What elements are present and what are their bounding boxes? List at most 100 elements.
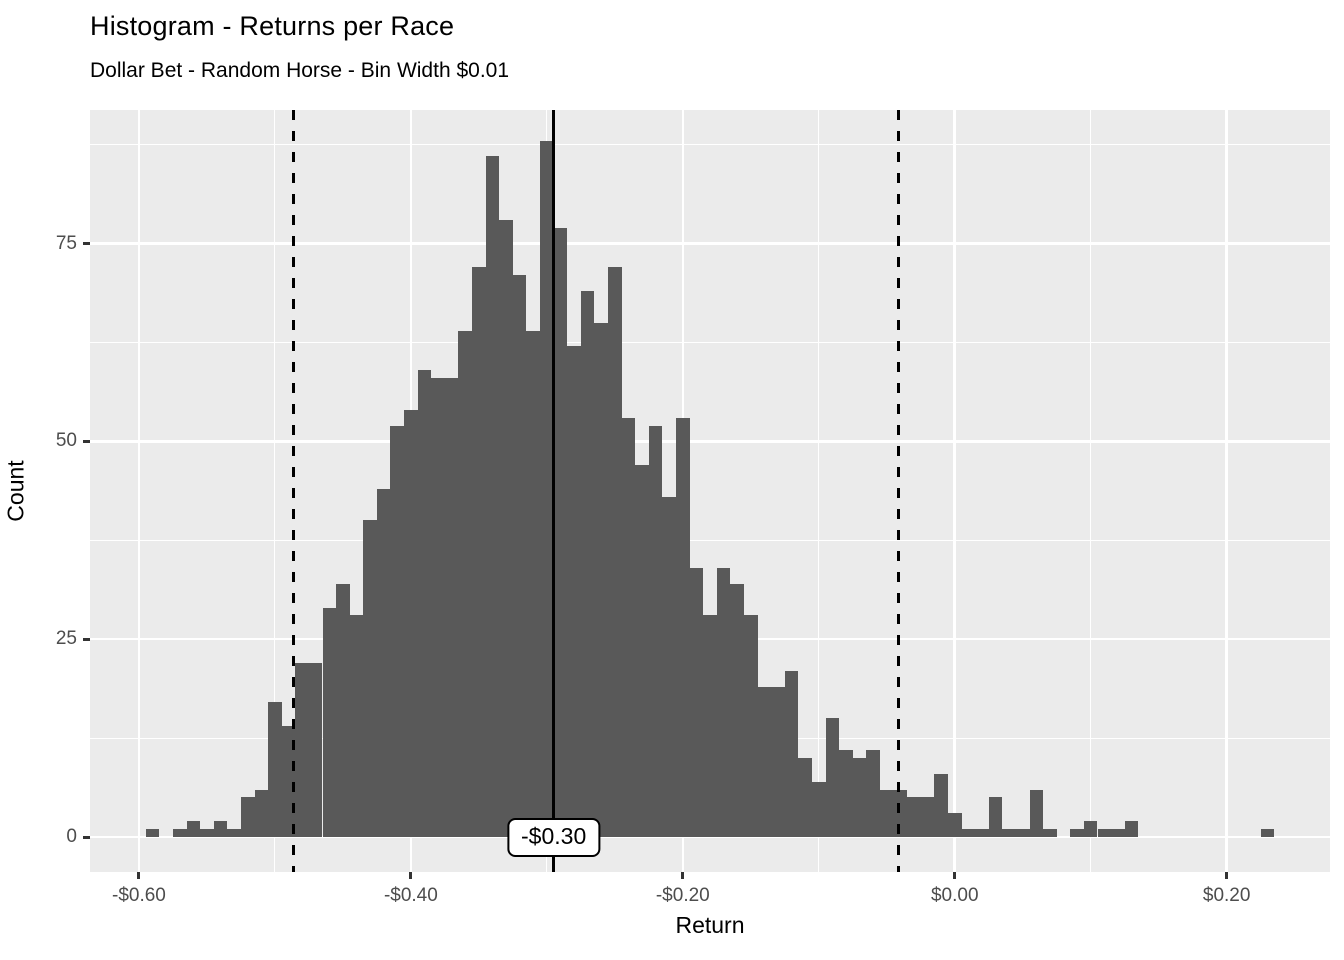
- mean-line: [552, 110, 556, 872]
- quantile-line: [292, 110, 296, 872]
- y-tick-label: 25: [55, 628, 77, 650]
- y-gridline-minor: [90, 143, 1330, 146]
- histogram-bar: [730, 583, 744, 838]
- histogram-bar: [444, 378, 459, 838]
- histogram-bar: [1260, 829, 1275, 837]
- histogram-bar: [363, 520, 377, 837]
- histogram-bar: [567, 346, 581, 838]
- x-gridline-minor: [818, 110, 820, 872]
- histogram-bar: [254, 789, 269, 837]
- histogram-bar: [689, 567, 704, 837]
- histogram-bar: [1029, 789, 1044, 837]
- y-tick-label: 75: [55, 232, 77, 254]
- histogram-bar: [798, 757, 812, 837]
- x-tick-label: $0.00: [930, 885, 979, 906]
- histogram-bar: [540, 140, 554, 838]
- histogram-bar: [961, 829, 976, 837]
- x-gridline-major: [953, 110, 956, 872]
- y-tick-label: 50: [55, 430, 77, 452]
- x-tick-label: -$0.20: [655, 885, 710, 906]
- histogram-bar: [268, 702, 282, 837]
- mean-value-label: -$0.30: [507, 818, 601, 857]
- histogram-bar: [145, 829, 160, 837]
- x-gridline-major: [137, 110, 141, 872]
- y-gridline-major: [90, 835, 1330, 839]
- histogram-bar: [200, 829, 214, 837]
- y-gridline-major: [90, 440, 1330, 443]
- histogram-bar: [404, 409, 418, 838]
- histogram-bar: [458, 330, 473, 838]
- x-gridline-minor: [1090, 110, 1092, 872]
- histogram-bar: [417, 370, 432, 837]
- histogram-bar: [947, 813, 962, 837]
- histogram-bar: [594, 322, 609, 837]
- chart-title: Histogram - Returns per Race: [90, 11, 455, 41]
- histogram-bar: [281, 726, 296, 837]
- histogram-bar: [227, 829, 241, 837]
- histogram-bar: [580, 290, 595, 837]
- x-axis-title: Return: [675, 912, 745, 938]
- histogram-bar: [662, 496, 676, 838]
- histogram-bar: [1097, 829, 1112, 837]
- histogram-bar: [907, 797, 921, 838]
- histogram-bar: [811, 781, 826, 838]
- histogram-bar: [866, 749, 880, 838]
- histogram-bar: [1124, 821, 1139, 837]
- histogram-bar: [757, 686, 772, 837]
- histogram-bar: [376, 488, 391, 837]
- histogram-bar: [920, 797, 935, 838]
- x-gridline-major: [1225, 110, 1228, 872]
- quantile-line: [897, 110, 901, 872]
- histogram-bar: [879, 789, 894, 837]
- histogram-bar: [988, 797, 1003, 838]
- histogram-bar: [499, 219, 513, 837]
- y-gridline-major: [90, 242, 1330, 245]
- histogram-bar: [485, 156, 500, 837]
- x-tick-label: -$0.60: [112, 885, 166, 906]
- histogram-bar: [336, 583, 350, 838]
- chart-subtitle: Dollar Bet - Random Horse - Bin Width $0…: [90, 59, 510, 82]
- x-axis-tick: [953, 872, 957, 879]
- histogram-bar: [716, 567, 731, 837]
- histogram-bar: [784, 670, 799, 837]
- histogram-bar: [839, 749, 853, 838]
- histogram-bar: [172, 829, 187, 837]
- histogram-bar: [1070, 829, 1084, 837]
- histogram-bar: [308, 662, 323, 838]
- y-axis-tick: [83, 242, 90, 245]
- histogram-bar: [213, 821, 228, 837]
- histogram-bar: [472, 267, 486, 837]
- histogram-bar: [621, 417, 636, 837]
- histogram-bar: [526, 330, 541, 838]
- histogram-bar: [852, 757, 867, 837]
- histogram-bar: [1043, 829, 1057, 837]
- histogram-bar: [608, 267, 622, 837]
- y-axis-tick: [83, 637, 90, 641]
- x-tick-label: -$0.40: [383, 885, 438, 906]
- histogram-bar: [648, 425, 663, 837]
- histogram-bar: [1002, 829, 1016, 837]
- histogram-bar: [1015, 829, 1030, 837]
- y-axis-title: Count: [2, 460, 29, 522]
- x-axis-tick: [409, 872, 413, 879]
- x-tick-label: $0.20: [1202, 885, 1251, 906]
- histogram-bar: [635, 465, 649, 838]
- histogram-bar: [322, 607, 337, 837]
- x-axis-tick: [1225, 872, 1229, 879]
- y-axis-tick: [83, 439, 90, 443]
- x-axis-tick: [681, 872, 685, 879]
- histogram-bar: [975, 829, 989, 837]
- histogram-bar: [825, 718, 840, 838]
- histogram-bar: [349, 615, 364, 838]
- histogram-bar: [553, 227, 568, 838]
- plot-panel: [90, 110, 1330, 872]
- histogram-bar: [390, 425, 405, 837]
- x-gridline-minor: [274, 110, 276, 872]
- y-gridline-minor: [90, 341, 1330, 343]
- histogram-bar: [934, 773, 948, 837]
- histogram-bar: [240, 797, 255, 838]
- histogram-bar: [1111, 829, 1125, 837]
- histogram-bar: [431, 378, 445, 838]
- histogram-bar: [743, 615, 758, 838]
